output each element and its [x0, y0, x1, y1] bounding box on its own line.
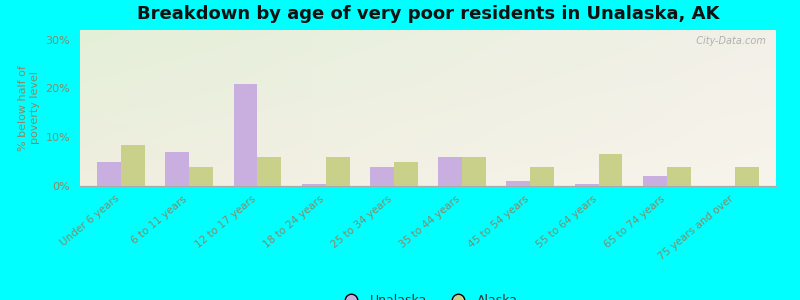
Bar: [394, 162, 418, 186]
Bar: [166, 152, 189, 186]
Bar: [121, 145, 145, 186]
Bar: [530, 167, 554, 186]
Bar: [667, 167, 690, 186]
Bar: [234, 84, 258, 186]
Title: Breakdown by age of very poor residents in Unalaska, AK: Breakdown by age of very poor residents …: [137, 5, 719, 23]
Bar: [258, 157, 282, 186]
Bar: [302, 184, 326, 186]
Text: City-Data.com: City-Data.com: [690, 36, 766, 46]
Bar: [462, 157, 486, 186]
Bar: [370, 167, 394, 186]
Bar: [598, 154, 622, 186]
Bar: [643, 176, 667, 186]
Bar: [506, 181, 530, 186]
Bar: [97, 162, 121, 186]
Bar: [189, 167, 213, 186]
Y-axis label: % below half of
poverty level: % below half of poverty level: [18, 65, 40, 151]
Bar: [438, 157, 462, 186]
Legend: Unalaska, Alaska: Unalaska, Alaska: [334, 289, 522, 300]
Bar: [735, 167, 759, 186]
Bar: [326, 157, 350, 186]
Bar: [574, 184, 598, 186]
